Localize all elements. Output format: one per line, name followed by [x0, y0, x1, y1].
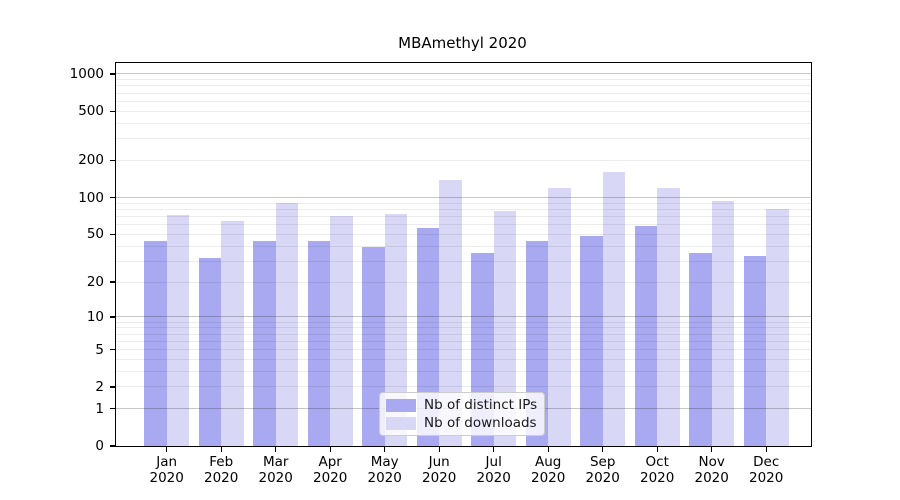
y-tick-label-500: 500: [78, 103, 104, 120]
bar-distinct-ips-feb: [198, 257, 222, 446]
y-tick-label-10: 10: [86, 308, 104, 325]
bar-downloads-oct: [657, 187, 680, 446]
x-tick-jun: [438, 447, 440, 453]
x-tick-dec: [765, 447, 767, 453]
x-tick-nov: [711, 447, 713, 453]
legend: Nb of distinct IPs Nb of downloads: [379, 392, 545, 436]
bar-distinct-ips-oct: [634, 226, 658, 446]
gridline-minor-500: [116, 110, 811, 112]
y-tick-10: [110, 316, 115, 318]
x-tick-label-feb: Feb 2020: [204, 454, 239, 486]
x-tick-label-jul: Jul 2020: [476, 454, 511, 486]
bar-distinct-ips-nov: [689, 253, 712, 446]
x-tick-label-mar: Mar 2020: [258, 454, 293, 486]
legend-swatch-distinct-ips: [386, 398, 416, 412]
bar-downloads-may: [384, 213, 408, 446]
x-tick-jul: [493, 447, 495, 453]
y-tick-label-100: 100: [78, 189, 104, 206]
y-tick-label-5: 5: [95, 341, 104, 358]
x-tick-label-dec: Dec 2020: [749, 454, 784, 486]
bar-downloads-sep: [602, 172, 626, 446]
bar-downloads-aug: [548, 188, 571, 446]
y-tick-0: [110, 445, 115, 447]
bar-downloads-feb: [221, 221, 244, 446]
y-tick-5: [110, 348, 115, 351]
legend-item-distinct-ips: Nb of distinct IPs: [386, 397, 538, 413]
gridline-minor-90: [116, 202, 811, 204]
y-tick-1: [110, 408, 115, 410]
x-tick-oct: [656, 447, 658, 453]
legend-item-downloads: Nb of downloads: [386, 415, 538, 431]
bar-downloads-apr: [330, 215, 353, 446]
y-tick-100: [110, 196, 115, 199]
gridline-minor-900: [116, 79, 811, 81]
y-tick-label-1000: 1000: [69, 65, 104, 82]
gridline-minor-700: [116, 92, 811, 94]
gridline-minor-800: [116, 85, 811, 87]
x-tick-label-oct: Oct 2020: [640, 454, 675, 486]
x-tick-apr: [329, 447, 331, 453]
bar-downloads-jun: [439, 179, 462, 446]
x-tick-label-sep: Sep 2020: [585, 454, 620, 486]
x-tick-label-jan: Jan 2020: [149, 454, 184, 486]
gridline-minor-600: [116, 100, 811, 102]
x-tick-jan: [166, 447, 168, 453]
bar-distinct-ips-dec: [743, 256, 767, 446]
legend-label-distinct-ips: Nb of distinct IPs: [424, 397, 538, 413]
x-tick-label-aug: Aug 2020: [531, 454, 566, 486]
gridline-major-1000: [116, 73, 811, 75]
bar-downloads-mar: [275, 203, 299, 446]
x-tick-aug: [547, 447, 549, 453]
x-tick-label-apr: Apr 2020: [313, 454, 348, 486]
x-tick-label-may: May 2020: [367, 454, 402, 486]
bar-distinct-ips-mar: [253, 241, 276, 446]
y-tick-label-1: 1: [95, 400, 104, 417]
gridline-major-100: [116, 197, 811, 198]
gridline-minor-200: [116, 159, 811, 161]
y-tick-label-200: 200: [78, 152, 104, 169]
bar-distinct-ips-apr: [307, 241, 331, 446]
y-tick-500: [110, 110, 115, 112]
x-tick-label-jun: Jun 2020: [422, 454, 457, 486]
y-tick-50: [110, 233, 115, 235]
x-tick-feb: [220, 447, 222, 453]
bar-distinct-ips-sep: [580, 236, 603, 446]
bar-downloads-jul: [493, 210, 517, 446]
x-tick-may: [384, 447, 386, 453]
bar-downloads-nov: [711, 201, 735, 446]
legend-label-downloads: Nb of downloads: [424, 415, 537, 431]
legend-swatch-downloads: [386, 416, 416, 430]
y-tick-label-20: 20: [86, 274, 104, 290]
x-tick-label-nov: Nov 2020: [694, 454, 729, 486]
y-tick-label-0: 0: [95, 438, 104, 454]
chart-title: MBAmethyl 2020: [398, 34, 527, 52]
y-tick-label-50: 50: [86, 226, 104, 243]
y-tick-label-2: 2: [95, 378, 104, 395]
y-tick-1000: [110, 73, 115, 75]
x-tick-mar: [275, 447, 277, 453]
bar-downloads-dec: [766, 209, 789, 446]
bar-distinct-ips-jan: [144, 241, 167, 446]
y-tick-200: [110, 159, 115, 162]
plot-area: 0 1 2 5 10 20 50 100 200 500 1000 Jan 2020 Feb 2020 M…: [70, 62, 812, 486]
bar-downloads-jan: [166, 214, 190, 446]
x-tick-sep: [602, 447, 604, 453]
y-tick-2: [110, 386, 115, 388]
gridline-minor-400: [116, 122, 811, 124]
gridline-minor-70: [116, 215, 811, 217]
bar-distinct-ips-jun: [416, 228, 440, 446]
gridline-minor-300: [116, 138, 811, 140]
gridline-minor-80: [116, 208, 811, 210]
y-tick-20: [110, 281, 115, 283]
